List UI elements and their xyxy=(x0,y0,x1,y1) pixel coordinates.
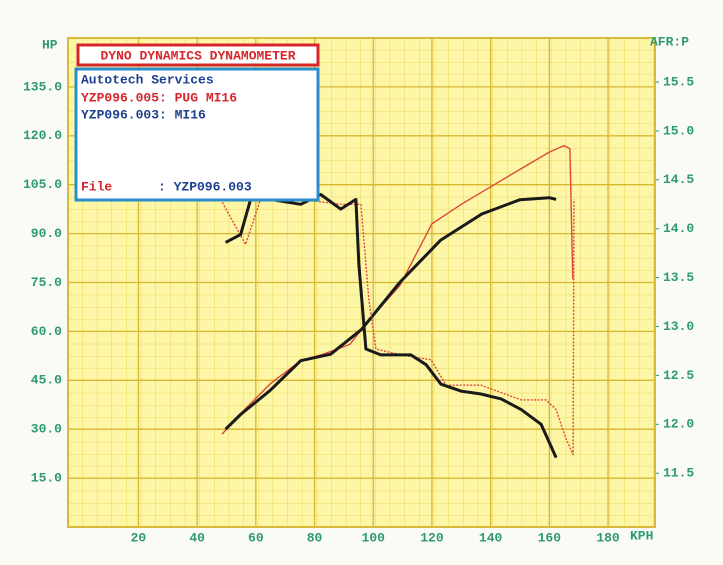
x-axis-label: KPH xyxy=(630,528,653,543)
legend-entry: YZP096.003: MI16 xyxy=(81,107,206,122)
legend-file-value: : YZP096.003 xyxy=(158,179,252,194)
y-tick-label: 75.0 xyxy=(31,275,62,290)
x-tick-label: 120 xyxy=(420,530,444,545)
y2-tick-label: 12.5 xyxy=(663,368,694,383)
y-tick-label: 90.0 xyxy=(31,226,62,241)
y-tick-label: 120.0 xyxy=(23,128,62,143)
y-tick-label: 60.0 xyxy=(31,324,62,339)
x-tick-label: 180 xyxy=(596,530,620,545)
y2-tick-label: 13.5 xyxy=(663,270,694,285)
y2-tick-label: 15.5 xyxy=(663,74,694,89)
legend: DYNO DYNAMICS DYNAMOMETER Autotech Servi… xyxy=(74,43,320,202)
y-tick-label: 15.0 xyxy=(31,471,62,486)
x-tick-label: 100 xyxy=(362,530,386,545)
x-tick-label: 20 xyxy=(131,530,147,545)
y2-axis-label: AFR:P xyxy=(650,34,689,49)
y2-tick-label: 14.5 xyxy=(663,172,694,187)
legend-file-label: File xyxy=(81,179,112,194)
y2-tick-label: 11.5 xyxy=(663,466,694,481)
y2-tick-label: 14.0 xyxy=(663,221,694,236)
plot-frame xyxy=(67,37,656,528)
x-tick-label: 140 xyxy=(479,530,503,545)
x-tick-label: 80 xyxy=(307,530,323,545)
y2-tick-label: 12.0 xyxy=(663,417,694,432)
y-tick-label: 105.0 xyxy=(23,177,62,192)
y-tick-label: 30.0 xyxy=(31,422,62,437)
legend-title: DYNO DYNAMICS DYNAMOMETER xyxy=(100,48,295,63)
x-tick-label: 160 xyxy=(538,530,562,545)
series-line xyxy=(224,196,557,431)
legend-company: Autotech Services xyxy=(81,72,214,87)
x-tick-label: 40 xyxy=(189,530,205,545)
x-tick-label: 60 xyxy=(248,530,264,545)
y-tick-label: 45.0 xyxy=(31,373,62,388)
legend-entry: YZP096.005: PUG MI16 xyxy=(81,90,237,105)
series-line xyxy=(221,144,574,435)
y2-tick-label: 13.0 xyxy=(663,319,694,334)
y-axis-label: HP xyxy=(42,37,58,52)
y2-tick-label: 15.0 xyxy=(663,123,694,138)
y-tick-label: 135.0 xyxy=(23,79,62,94)
legend-box xyxy=(74,67,320,202)
legend-title-box xyxy=(76,43,320,67)
